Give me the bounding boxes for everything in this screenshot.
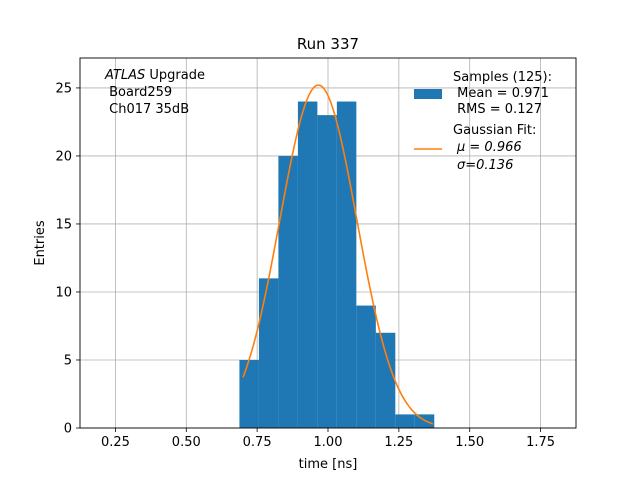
- histogram-bar: [317, 115, 337, 428]
- y-tick-label: 25: [55, 81, 72, 96]
- legend-samples-line-2: Mean = 0.971: [453, 86, 549, 101]
- plot-area: 0.25 0.50 0.75 1.00 1.25 1.50 1.75 0 5 10 15 20 25: [55, 57, 577, 450]
- x-tick-label: 1.00: [314, 435, 343, 450]
- histogram-bar: [258, 278, 279, 428]
- legend-samples-line-1: Samples (125):: [453, 70, 552, 85]
- x-tick-label: 0.50: [172, 435, 201, 450]
- y-tick-label: 20: [55, 149, 72, 164]
- axis-ticks: 0.25 0.50 0.75 1.00 1.25 1.50 1.75 0 5 10 15 20 25: [55, 81, 555, 450]
- x-tick-label: 1.25: [384, 435, 413, 450]
- x-tick-label: 1.50: [455, 435, 484, 450]
- y-tick-label: 0: [64, 422, 72, 437]
- x-tick-label: 0.25: [101, 435, 130, 450]
- annotation-line-1: ATLAS Upgrade: [104, 68, 205, 83]
- atlas-annotation: ATLAS Upgrade Board259 Ch017 35dB: [104, 68, 205, 117]
- legend-samples-patch: [414, 89, 442, 99]
- histogram-bar: [297, 101, 318, 428]
- legend: Samples (125): Mean = 0.971 RMS = 0.127 …: [414, 70, 552, 173]
- histogram-bar: [356, 305, 376, 428]
- histogram-bar: [395, 414, 415, 428]
- histogram-bar: [375, 332, 396, 428]
- y-tick-label: 10: [55, 285, 72, 300]
- histogram-bar: [239, 359, 259, 428]
- legend-fit-line-2: μ = 0.966: [456, 140, 522, 155]
- chart-title: Run 337: [297, 35, 359, 53]
- annotation-line-3: Ch017 35dB: [105, 102, 189, 117]
- atlas-label: ATLAS: [104, 68, 145, 83]
- gaussian-fit-curve: [242, 84, 434, 425]
- legend-fit-line-1: Gaussian Fit:: [453, 123, 536, 138]
- x-axis-title: time [ns]: [299, 457, 358, 472]
- y-axis-title: Entries: [33, 220, 48, 266]
- x-tick-label: 1.75: [526, 435, 555, 450]
- histogram-bar: [278, 155, 298, 429]
- histogram-bar: [336, 101, 357, 428]
- y-tick-label: 15: [55, 217, 72, 232]
- x-tick-label: 0.75: [243, 435, 272, 450]
- y-tick-label: 5: [64, 353, 72, 368]
- legend-fit-line-3: σ=0.136: [457, 158, 513, 173]
- legend-samples-line-3: RMS = 0.127: [453, 102, 542, 117]
- histogram-bars: [239, 101, 435, 429]
- annotation-line-2: Board259: [105, 85, 172, 100]
- upgrade-label: Upgrade: [145, 68, 205, 83]
